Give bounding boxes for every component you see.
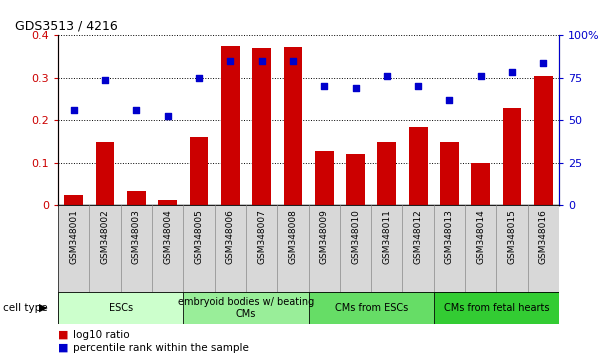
- Point: [131, 107, 141, 113]
- Bar: [472, 163, 490, 205]
- Text: percentile rank within the sample: percentile rank within the sample: [73, 343, 249, 353]
- Text: log10 ratio: log10 ratio: [73, 330, 130, 339]
- Point: [320, 83, 329, 88]
- Point: [288, 58, 298, 64]
- Bar: [95, 142, 114, 205]
- Bar: [58, 292, 183, 324]
- Text: CMs from ESCs: CMs from ESCs: [335, 303, 408, 313]
- Text: GSM348006: GSM348006: [226, 209, 235, 264]
- Point: [69, 107, 79, 113]
- Bar: [284, 47, 302, 205]
- Bar: [221, 46, 240, 205]
- Text: GSM348005: GSM348005: [194, 209, 203, 264]
- Bar: [127, 191, 146, 205]
- Text: GSM348013: GSM348013: [445, 209, 454, 264]
- Text: GSM348011: GSM348011: [382, 209, 391, 264]
- Bar: [378, 142, 396, 205]
- Bar: [503, 108, 521, 205]
- Bar: [434, 292, 559, 324]
- Text: ESCs: ESCs: [109, 303, 133, 313]
- Bar: [534, 76, 553, 205]
- Text: GSM348012: GSM348012: [414, 209, 423, 263]
- Text: GSM348003: GSM348003: [132, 209, 141, 264]
- Bar: [309, 292, 434, 324]
- Bar: [64, 195, 83, 205]
- Point: [413, 84, 423, 89]
- Text: GSM348014: GSM348014: [477, 209, 485, 263]
- Bar: [315, 151, 334, 205]
- Text: GDS3513 / 4216: GDS3513 / 4216: [15, 20, 118, 33]
- Point: [100, 77, 110, 83]
- Point: [225, 58, 235, 64]
- Text: GSM348008: GSM348008: [288, 209, 298, 264]
- Point: [538, 60, 548, 66]
- Bar: [158, 200, 177, 205]
- Text: GSM348010: GSM348010: [351, 209, 360, 264]
- Text: GSM348007: GSM348007: [257, 209, 266, 264]
- Text: ■: ■: [58, 343, 68, 353]
- Point: [163, 113, 172, 119]
- Bar: [440, 142, 459, 205]
- Text: cell type: cell type: [3, 303, 48, 313]
- Bar: [346, 154, 365, 205]
- Text: ■: ■: [58, 330, 68, 339]
- Bar: [189, 137, 208, 205]
- Text: GSM348001: GSM348001: [69, 209, 78, 264]
- Text: GSM348016: GSM348016: [539, 209, 548, 264]
- Point: [351, 86, 360, 91]
- Text: GSM348015: GSM348015: [508, 209, 516, 264]
- Text: embryoid bodies w/ beating
CMs: embryoid bodies w/ beating CMs: [178, 297, 314, 319]
- Point: [445, 97, 455, 103]
- Bar: [252, 48, 271, 205]
- Bar: [183, 292, 309, 324]
- Bar: [409, 127, 428, 205]
- Text: GSM348004: GSM348004: [163, 209, 172, 263]
- Text: ▶: ▶: [38, 303, 47, 313]
- Point: [382, 73, 392, 79]
- Text: CMs from fetal hearts: CMs from fetal hearts: [444, 303, 549, 313]
- Text: GSM348009: GSM348009: [320, 209, 329, 264]
- Point: [476, 73, 486, 79]
- Text: GSM348002: GSM348002: [101, 209, 109, 263]
- Point: [257, 58, 266, 64]
- Point: [194, 75, 204, 81]
- Point: [507, 69, 517, 74]
